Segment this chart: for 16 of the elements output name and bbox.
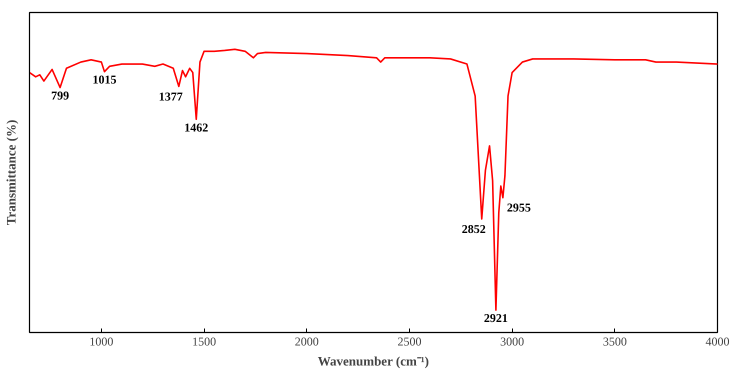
annotation: 1015 bbox=[92, 72, 116, 87]
annotation: 2955 bbox=[506, 200, 531, 215]
annotation: 2852 bbox=[462, 222, 486, 236]
x-tick-label: 1000 bbox=[89, 334, 114, 348]
x-axis-title: Wavenumber (cm⁻¹) bbox=[318, 354, 430, 368]
annotation: 799 bbox=[51, 88, 70, 103]
x-tick-label: 2500 bbox=[397, 334, 422, 348]
annotation: 1462 bbox=[184, 120, 208, 134]
x-tick-label: 4000 bbox=[706, 334, 730, 348]
x-tick-label: 3000 bbox=[500, 334, 524, 348]
x-tick-label: 3500 bbox=[602, 334, 627, 348]
x-tick-label: 1500 bbox=[192, 334, 216, 348]
x-tick-label: 2000 bbox=[294, 334, 319, 348]
annotation: 1377 bbox=[158, 89, 183, 104]
annotation: 2921 bbox=[484, 311, 508, 326]
y-axis-title: Transmittance (%) bbox=[4, 120, 18, 226]
